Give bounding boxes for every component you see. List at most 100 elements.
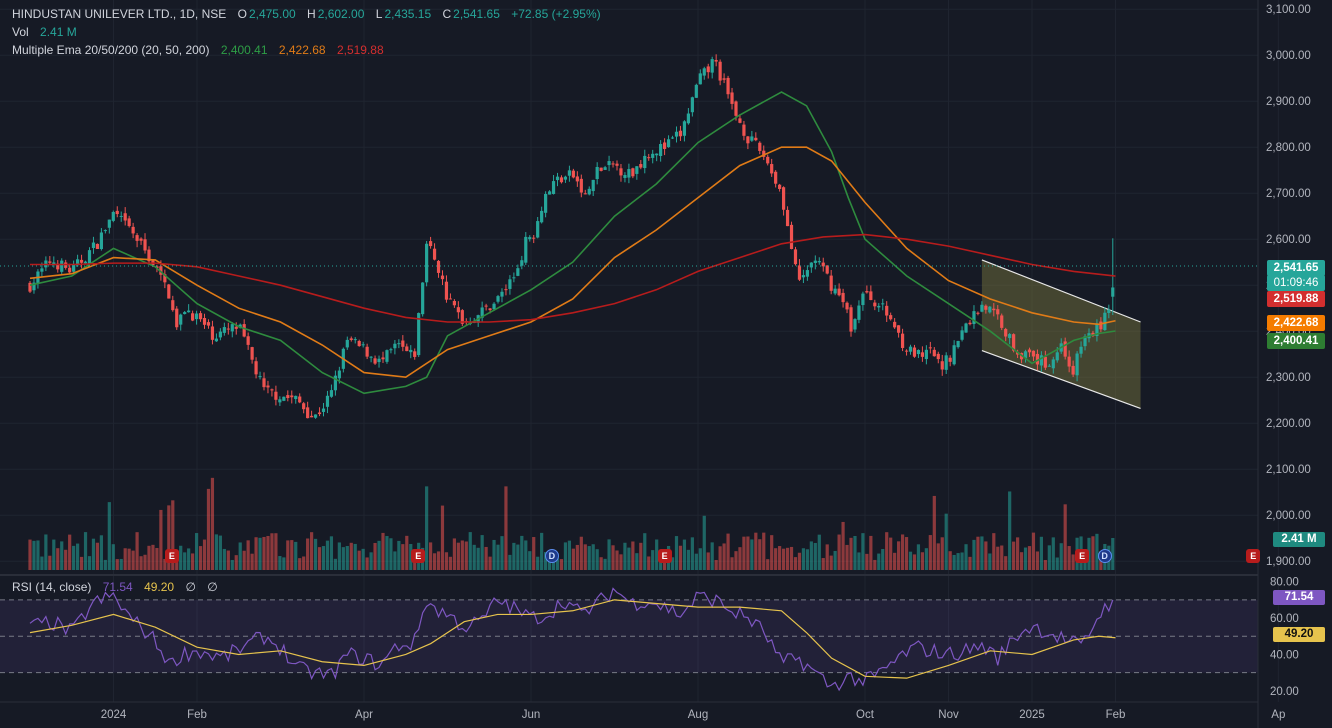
candle-body	[817, 261, 821, 263]
volume-bar	[1004, 556, 1008, 570]
volume-bar	[734, 551, 738, 570]
volume-bar	[833, 550, 837, 570]
bar-countdown-tag: 01:09:46	[1267, 275, 1325, 291]
candle-body	[32, 282, 36, 291]
volume-bar	[373, 542, 377, 570]
earnings-badge[interactable]: E	[411, 549, 426, 563]
volume-bar	[210, 477, 215, 570]
volume-bar	[492, 539, 496, 570]
volume-bar	[385, 536, 389, 570]
candle-body	[599, 167, 603, 171]
volume-bar	[651, 550, 655, 570]
channel-upper-line[interactable]	[981, 259, 1141, 323]
candle-body	[425, 243, 429, 283]
volume-bar	[885, 532, 889, 570]
volume-bar	[353, 543, 357, 570]
descending-channel[interactable]	[981, 259, 1141, 410]
volume-bar	[60, 541, 64, 570]
candle-body	[647, 157, 651, 159]
volume-bar	[111, 544, 115, 570]
volume-bar	[595, 549, 599, 570]
volume-bar	[1015, 537, 1020, 570]
rsi-legend[interactable]: RSI (14, close) 71.54 49.20 ∅ ∅	[12, 580, 220, 595]
volume-bar	[952, 554, 956, 570]
volume-bar	[964, 544, 968, 570]
volume-bar	[397, 540, 401, 570]
price-tick-label: 2,800.00	[1266, 142, 1311, 154]
candle-body	[163, 274, 167, 283]
time-tick-label: 2024	[101, 709, 127, 721]
candle-body	[206, 322, 211, 326]
earnings-badge[interactable]: E	[657, 549, 672, 563]
time-tick-label: Feb	[187, 709, 207, 721]
candle-body	[821, 262, 825, 267]
volume-bar	[389, 538, 393, 570]
candle-body	[912, 347, 917, 357]
volume-bar	[948, 551, 952, 570]
candle-body	[627, 169, 631, 178]
rsi-extra-2: ∅	[207, 580, 218, 594]
volume-bar	[317, 547, 322, 570]
volume-bar	[143, 554, 147, 570]
candle-body	[147, 249, 151, 262]
candle-body	[155, 266, 159, 268]
ema20-line	[29, 91, 1116, 395]
earnings-badge[interactable]: E	[1075, 549, 1090, 563]
rsi-tick-label: 20.00	[1270, 686, 1299, 698]
rsi-tick-label: 80.00	[1270, 577, 1299, 589]
time-tick-label: Nov	[938, 709, 959, 721]
candle-body	[722, 78, 726, 80]
candle-body	[587, 188, 591, 195]
volume-bar	[988, 553, 992, 570]
volume-bar	[603, 558, 607, 570]
volume-bar	[623, 542, 627, 570]
ema50-line	[29, 146, 1116, 379]
volume-bar	[270, 533, 274, 570]
volume-bar	[194, 533, 199, 570]
candle-body	[1099, 321, 1103, 330]
candle-body	[274, 391, 278, 400]
candle-body	[214, 338, 219, 342]
candle-body	[770, 164, 774, 174]
candle-body	[1071, 365, 1075, 375]
volume-bar	[714, 559, 718, 570]
earnings-badge[interactable]: E	[1246, 549, 1261, 563]
volume-bar	[567, 540, 572, 570]
volume-bar	[1071, 554, 1075, 570]
candle-body	[436, 260, 441, 273]
volume-bar	[663, 558, 667, 570]
volume-tag: 2.41 M	[1273, 532, 1325, 547]
candle-body	[567, 170, 572, 176]
candle-body	[591, 179, 595, 192]
candle-body	[428, 241, 433, 247]
candle-body	[655, 153, 659, 156]
volume-bar	[258, 537, 262, 570]
volume-bar	[460, 540, 464, 570]
channel-lower-line[interactable]	[981, 349, 1141, 410]
candle-body	[361, 344, 365, 346]
volume-bar	[912, 554, 917, 570]
volume-bar	[615, 550, 619, 570]
volume-bar	[298, 558, 302, 570]
channel-fill[interactable]	[981, 259, 1141, 409]
volume-bar	[1043, 559, 1047, 570]
candle-body	[984, 305, 988, 310]
candle-body	[432, 248, 437, 260]
time-tick-label: Oct	[856, 709, 875, 721]
dividend-badge[interactable]: D	[1097, 549, 1112, 563]
candle-body	[674, 131, 679, 137]
volume-legend[interactable]: Vol 2.41 M	[12, 25, 79, 40]
price-tick-label: 1,900.00	[1266, 556, 1311, 568]
ema-legend[interactable]: Multiple Ema 20/50/200 (20, 50, 200) 2,4…	[12, 43, 386, 58]
price-tick-label: 2,100.00	[1266, 464, 1311, 476]
earnings-badge[interactable]: E	[164, 549, 179, 563]
candle-body	[254, 361, 258, 375]
volume-bar	[726, 533, 730, 570]
dividend-badge[interactable]: D	[544, 549, 559, 563]
volume-bar	[797, 552, 802, 570]
volume-bar	[762, 532, 766, 570]
volume-bar	[345, 546, 349, 570]
price-tick-label: 2,000.00	[1266, 510, 1311, 522]
candle-body	[726, 77, 730, 95]
